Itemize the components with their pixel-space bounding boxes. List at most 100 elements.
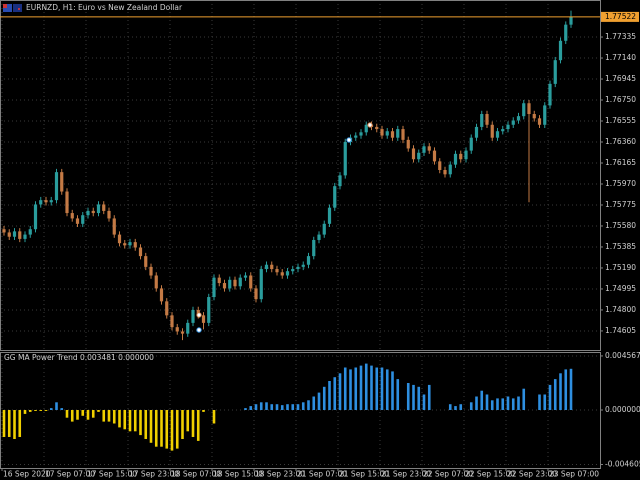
y-tick-label: 1.76750 xyxy=(605,95,636,104)
histogram-bar xyxy=(34,410,37,411)
candle-body xyxy=(301,264,305,267)
histogram-bar xyxy=(480,390,484,410)
histogram-bar xyxy=(496,398,499,410)
histogram-bar xyxy=(55,402,58,410)
histogram-bar xyxy=(7,410,11,437)
candle-body xyxy=(96,204,101,214)
candle-body xyxy=(506,124,510,130)
x-tick-label: 18 Sep 07:00 xyxy=(171,470,221,479)
candle-body xyxy=(364,124,368,133)
histogram-bar xyxy=(181,410,184,439)
histogram-bar xyxy=(97,410,100,412)
y-tick-label: 1.75580 xyxy=(605,221,636,230)
candle-body xyxy=(417,152,421,160)
symbol-icon xyxy=(3,4,22,12)
histogram-bar xyxy=(154,410,158,447)
histogram-bar xyxy=(370,365,373,410)
candle-body xyxy=(343,142,347,176)
histogram-bar xyxy=(275,404,279,410)
candle-body xyxy=(12,231,17,237)
x-tick-label: 21 Sep 23:00 xyxy=(381,470,431,479)
candle-body xyxy=(7,232,11,237)
candle-body xyxy=(422,146,426,153)
histogram-bar xyxy=(317,392,321,410)
histogram-bar xyxy=(165,410,169,449)
histogram-bar xyxy=(328,381,331,410)
x-tick-label: 21 Sep 07:00 xyxy=(297,470,347,479)
histogram-bar xyxy=(422,394,426,410)
signal-markers xyxy=(196,122,373,333)
y-tick-label: 1.75970 xyxy=(605,179,636,188)
mark-layer xyxy=(2,10,573,451)
candle-body xyxy=(317,234,321,240)
candle-body xyxy=(474,126,479,138)
candle-body xyxy=(212,277,216,298)
histogram-bar xyxy=(338,373,342,410)
histogram-bar xyxy=(501,398,505,410)
candle-body xyxy=(380,129,384,136)
histogram-bar xyxy=(475,396,478,410)
histogram-bar xyxy=(354,367,358,410)
histogram-bar xyxy=(548,384,552,410)
candle-body xyxy=(485,114,489,125)
histogram-bar xyxy=(564,369,568,410)
indicator-title: GG MA Power Trend 0.003481 0.000000 xyxy=(4,353,154,362)
y-tick-label: 1.76360 xyxy=(605,137,636,146)
x-tick-label: 22 Sep 15:00 xyxy=(465,470,515,479)
candle-body xyxy=(117,234,122,244)
histogram-bar xyxy=(291,404,295,410)
candle-body xyxy=(385,131,389,136)
x-tick-label: 22 Sep 07:00 xyxy=(423,470,473,479)
histogram-bar xyxy=(196,410,200,441)
histogram-bar xyxy=(118,410,121,428)
candle-body xyxy=(70,213,74,219)
candle-body xyxy=(275,269,279,273)
histogram-bar xyxy=(343,367,347,410)
candle-body xyxy=(207,297,211,323)
candle-body xyxy=(149,266,153,276)
candle-body xyxy=(406,139,410,149)
y-tick-label: 1.75775 xyxy=(605,200,636,209)
candle-body xyxy=(464,150,468,160)
histogram-bar xyxy=(39,410,43,411)
candle-body xyxy=(264,264,269,270)
histogram-bar xyxy=(396,379,400,410)
histogram-bar xyxy=(18,410,22,437)
histogram-bar xyxy=(322,386,326,410)
candle-body xyxy=(522,103,526,117)
histogram-bar xyxy=(244,408,247,410)
candle-body xyxy=(154,275,158,289)
histogram-bar xyxy=(301,402,305,410)
candle-body xyxy=(217,277,221,284)
histogram-bar xyxy=(391,371,394,410)
histogram-bar xyxy=(44,410,48,411)
histogram-bar xyxy=(417,386,421,410)
histogram-bar xyxy=(139,410,142,436)
histogram-bar xyxy=(2,410,6,437)
candle-body xyxy=(165,301,169,316)
candle-body xyxy=(401,129,405,140)
candle-body xyxy=(270,264,274,270)
candle-body xyxy=(138,247,143,257)
histogram-bar xyxy=(23,410,27,414)
candle-body xyxy=(548,83,552,106)
histogram-bar xyxy=(448,404,452,410)
histogram-bar xyxy=(459,404,463,410)
histogram-bar xyxy=(65,410,69,418)
candle-body xyxy=(390,131,395,138)
histogram-bar xyxy=(469,402,473,410)
y-tick-label: 1.76945 xyxy=(605,74,636,83)
candle-body xyxy=(459,153,463,160)
candle-body xyxy=(23,234,27,239)
candle-body xyxy=(480,114,484,127)
current-price-label: 1.77522 xyxy=(605,12,636,21)
candle-body xyxy=(228,279,232,289)
y-tick-label: 0.004567 xyxy=(605,351,640,360)
histogram-bar xyxy=(91,410,95,418)
histogram-bar xyxy=(559,373,562,410)
candle-body xyxy=(553,60,557,84)
y-tick-label: 1.74800 xyxy=(605,305,636,314)
candle-body xyxy=(564,24,568,41)
candle-body xyxy=(75,218,80,224)
